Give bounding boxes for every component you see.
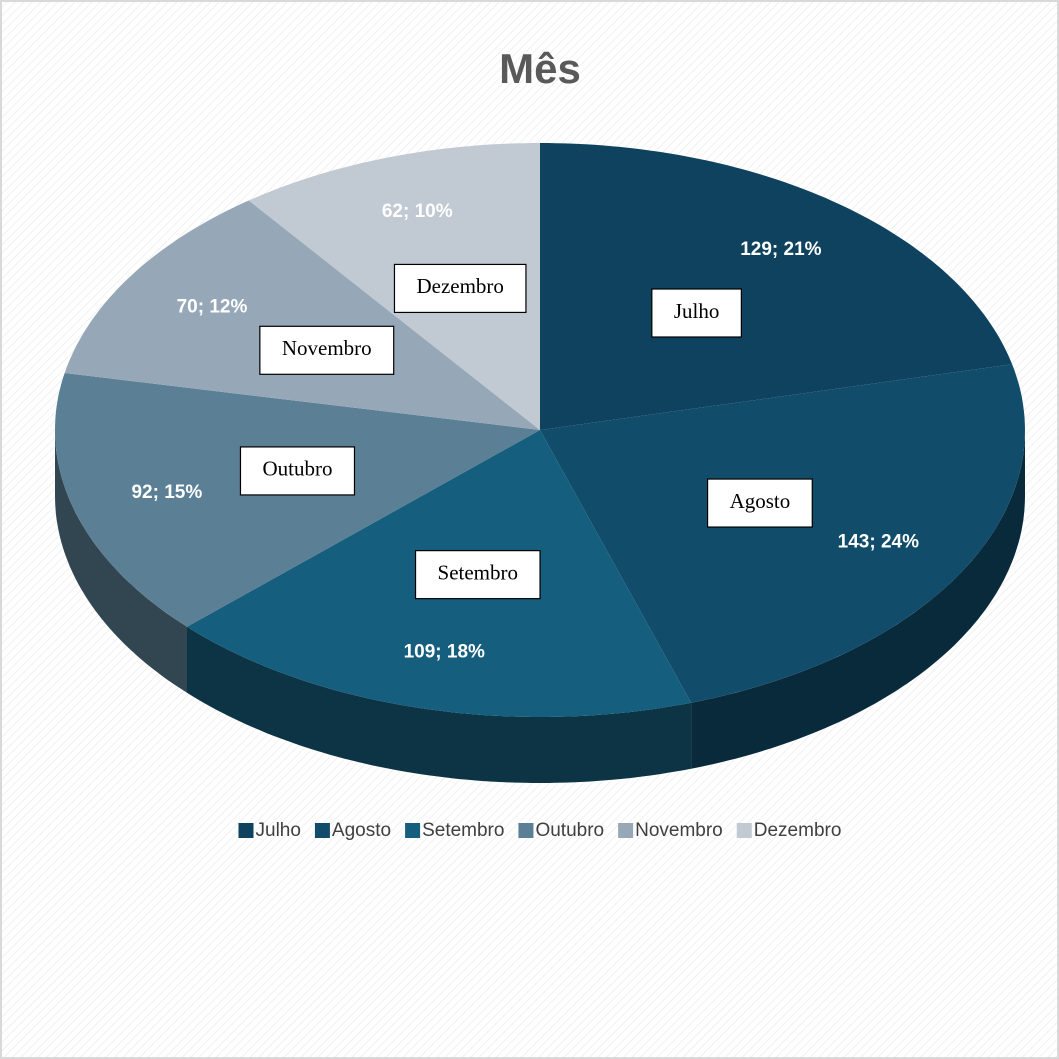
legend-swatch bbox=[405, 823, 421, 838]
category-label: Setembro bbox=[414, 550, 541, 600]
category-label-text: Dezembro bbox=[416, 274, 503, 298]
slice bbox=[55, 373, 540, 627]
category-label-text: Agosto bbox=[730, 489, 791, 513]
data-label: 70; 12% bbox=[177, 296, 248, 317]
legend-label: Agosto bbox=[332, 820, 391, 841]
label-box bbox=[393, 263, 527, 314]
legend-label: Setembro bbox=[422, 820, 504, 841]
legend-label: Novembro bbox=[635, 820, 723, 841]
data-label: 92; 15% bbox=[131, 482, 202, 503]
slice-side bbox=[187, 626, 692, 783]
category-label: Agosto bbox=[706, 478, 813, 528]
label-box bbox=[239, 446, 356, 496]
category-label-text: Novembro bbox=[282, 336, 372, 360]
slice-side bbox=[55, 430, 187, 693]
data-label: 109; 18% bbox=[404, 642, 485, 663]
legend-swatch bbox=[238, 823, 254, 838]
slice bbox=[540, 364, 1025, 703]
category-label: Dezembro bbox=[393, 263, 527, 314]
legend-label: Dezembro bbox=[754, 820, 842, 841]
label-box bbox=[706, 478, 813, 528]
legend-label: Outubro bbox=[535, 820, 604, 841]
legend-swatch bbox=[518, 823, 534, 838]
legend-label: Julho bbox=[256, 820, 301, 841]
label-box bbox=[259, 325, 395, 375]
category-label-text: Julho bbox=[674, 299, 720, 323]
category-label: Novembro bbox=[259, 325, 395, 375]
legend-swatch bbox=[618, 823, 634, 838]
category-label: Julho bbox=[651, 288, 742, 338]
chart-title: Mês bbox=[499, 45, 581, 92]
category-label-text: Outubro bbox=[262, 457, 332, 481]
data-label: 129; 21% bbox=[740, 239, 821, 260]
label-box bbox=[414, 550, 541, 600]
category-label: Outubro bbox=[239, 446, 356, 496]
data-label: 62; 10% bbox=[382, 201, 453, 222]
label-box bbox=[651, 288, 742, 338]
slice-side bbox=[691, 430, 1025, 769]
slice bbox=[540, 143, 1013, 430]
legend-swatch bbox=[314, 823, 330, 838]
legend-swatch bbox=[736, 823, 752, 838]
category-label-text: Setembro bbox=[438, 560, 518, 584]
legend: Julho Agosto Setembro Outubro Novembro Dezemb… bbox=[238, 820, 842, 841]
data-label: 143; 24% bbox=[838, 531, 919, 552]
slice bbox=[64, 200, 540, 430]
